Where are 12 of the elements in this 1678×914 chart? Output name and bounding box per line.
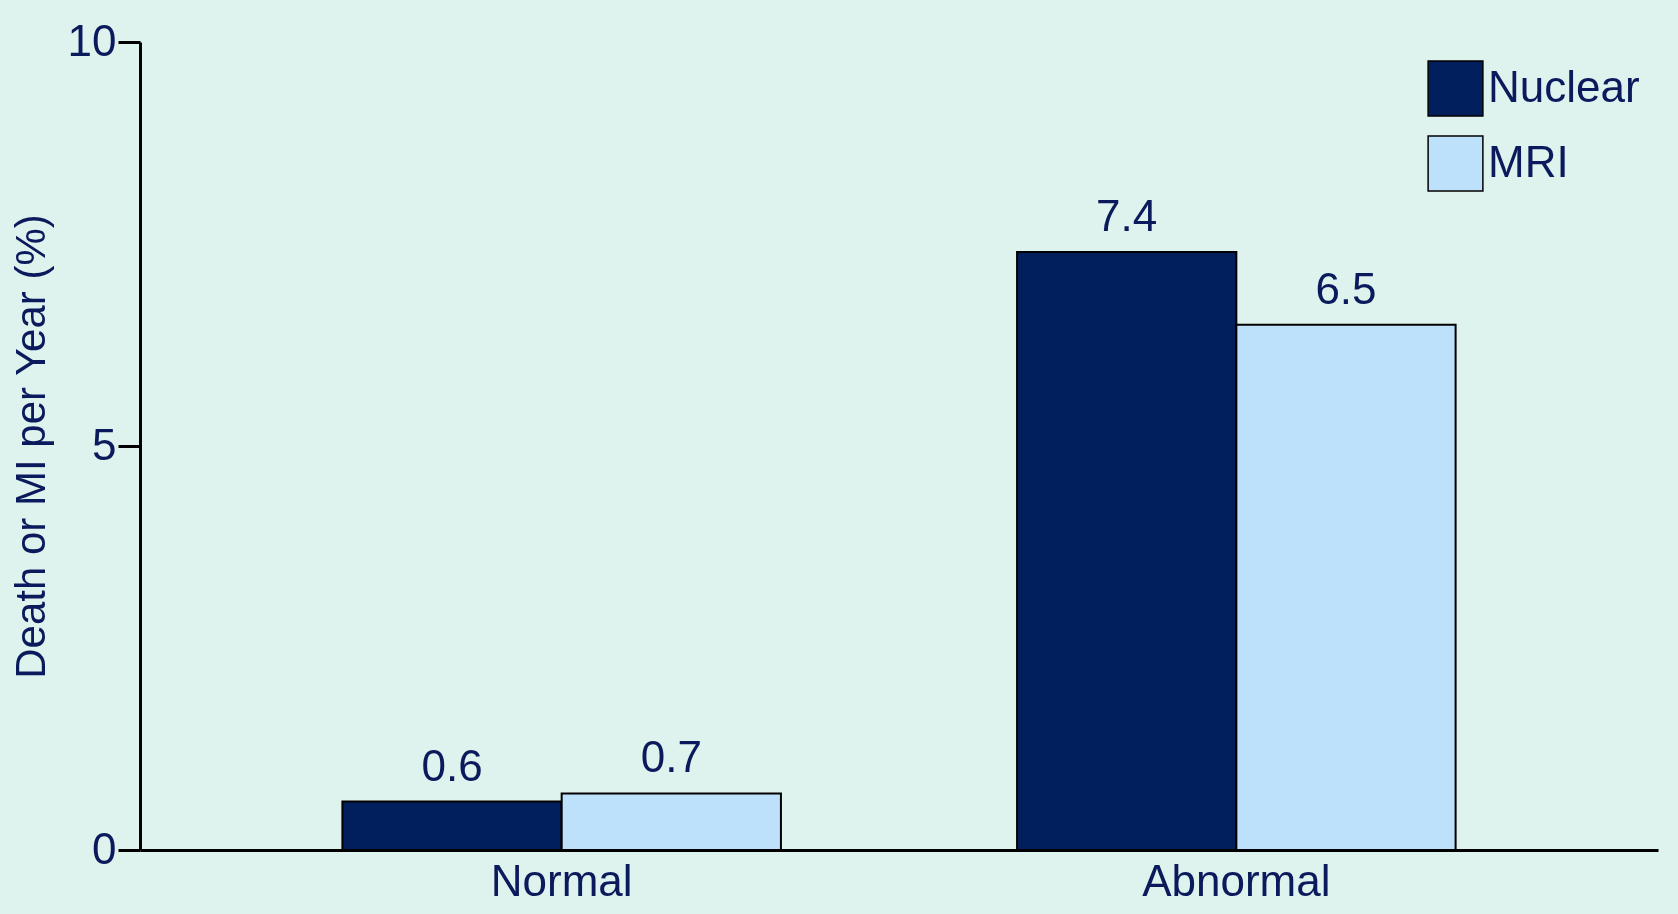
legend-label: MRI: [1488, 136, 1569, 186]
y-tick-label: 10: [67, 15, 117, 65]
data-label: 7.4: [1096, 191, 1158, 241]
x-tick-label: Normal: [490, 855, 633, 905]
y-tick-label: 0: [92, 823, 117, 873]
data-label: 0.7: [640, 732, 702, 782]
y-axis-title: Death or MI per Year (%): [6, 214, 54, 679]
legend-label: Nuclear: [1488, 61, 1640, 111]
data-label: 6.5: [1315, 263, 1377, 313]
x-tick-label: Abnormal: [1142, 855, 1331, 905]
data-label: 0.6: [421, 740, 483, 790]
y-tick-label: 5: [92, 419, 117, 469]
